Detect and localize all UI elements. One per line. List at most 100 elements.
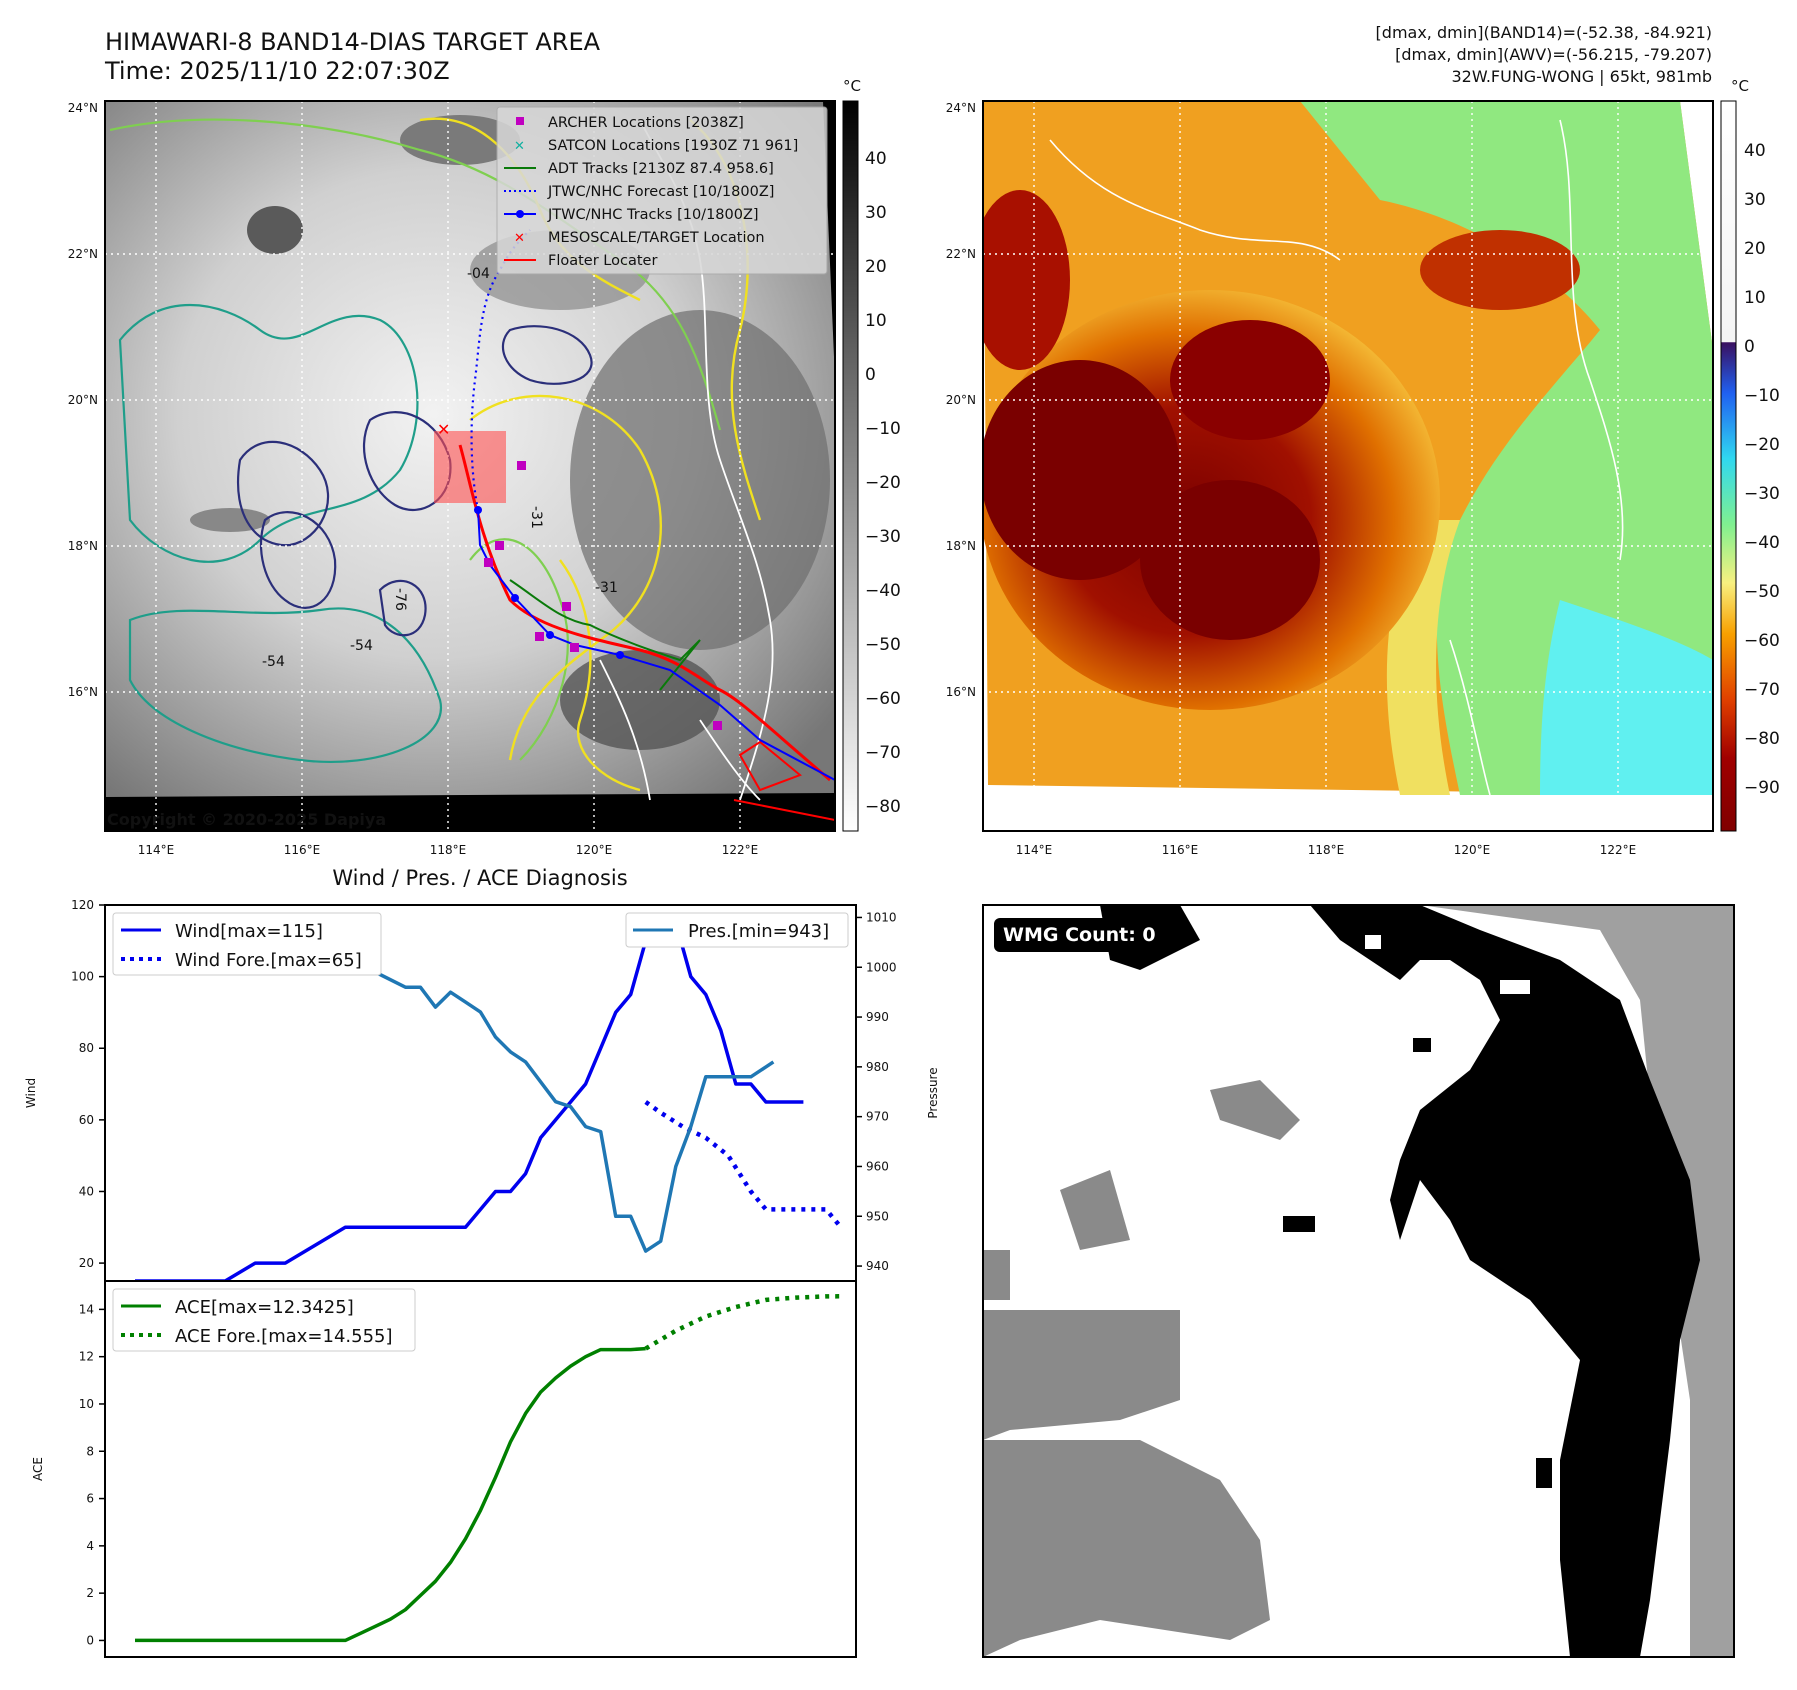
y-tick-label: 4	[86, 1539, 94, 1553]
awv-map-panel: 114°E 116°E 118°E 120°E 122°E 24°N 22°N …	[946, 77, 1780, 857]
ir-colorbar-tick: −50	[865, 635, 901, 655]
series-line-wind-fore	[644, 1100, 843, 1229]
y2-tick-label: 990	[866, 1010, 889, 1024]
wmg-panel	[982, 904, 1735, 1658]
adt-track	[509, 579, 701, 691]
lat-tick-20: 20°N	[68, 393, 98, 407]
mesoscale-target-marker: ✕	[437, 420, 450, 439]
ir-colorbar-tick: 30	[865, 203, 887, 223]
y2-tick-label: 980	[866, 1060, 889, 1074]
awv-core-dark	[983, 360, 1180, 580]
awv-colorbar	[1720, 100, 1737, 832]
copyright-text: Copyright © 2020-2025 Dapiya	[107, 810, 386, 829]
ir-dark-patch	[190, 508, 270, 532]
y2-tick-label: 950	[866, 1209, 889, 1223]
y-tick-label: 80	[79, 1041, 94, 1055]
ir-colorbar-tick: −60	[865, 689, 901, 709]
lon-tick-120: 120°E	[1454, 843, 1491, 857]
awv-core-dark	[1420, 230, 1580, 310]
ir-dark-patch	[560, 650, 720, 750]
awv-colorbar-tick: 0	[1744, 337, 1755, 357]
wmg-white-hole	[1365, 935, 1381, 949]
contour-yellow	[559, 559, 641, 792]
awv-colorbar-tick: 20	[1744, 239, 1766, 259]
legend-pressure: Pres.[min=943]	[688, 921, 829, 942]
pressure-axis-label: Pressure	[926, 1067, 940, 1118]
y-tick-label: 60	[79, 1113, 94, 1127]
awv-gridlines	[983, 101, 1713, 831]
lat-tick-22: 22°N	[946, 247, 976, 261]
wmg-gray-region	[1210, 1080, 1300, 1140]
contour-label: -54	[262, 654, 285, 670]
legend-adt-label: ADT Tracks [2130Z 87.4 958.6]	[548, 161, 774, 177]
y-tick-label: 120	[71, 898, 94, 912]
wmg-white-hole	[1500, 980, 1530, 994]
floater-locater-track	[458, 444, 831, 782]
awv-colorbar-tick: −70	[1744, 680, 1780, 700]
series-line-ace-fore	[644, 1294, 842, 1351]
y2-tick-label: 940	[866, 1259, 889, 1273]
contour-label: -04	[467, 266, 490, 282]
lat-tick-24: 24°N	[68, 101, 98, 115]
figure-time: Time: 2025/11/10 22:07:30Z	[104, 57, 450, 85]
wind-axis-label: Wind	[24, 1078, 38, 1108]
wmg-gray-region	[983, 1310, 1180, 1440]
lat-tick-22: 22°N	[68, 247, 98, 261]
legend-wind-forecast: Wind Fore.[max=65]	[175, 950, 362, 971]
lat-tick-20: 20°N	[946, 393, 976, 407]
legend-archer-label: ARCHER Locations [2038Z]	[548, 115, 744, 131]
archer-locations	[484, 461, 722, 730]
wmg-gray-region	[1060, 1170, 1130, 1250]
ir-colorbar-tick: −80	[865, 797, 901, 817]
lat-tick-16: 16°N	[946, 685, 976, 699]
ir-colorbar-tick: −40	[865, 581, 901, 601]
ir-colorbar-tick: 0	[865, 365, 876, 385]
lon-tick-114: 114°E	[1016, 843, 1053, 857]
ace-axis-label: ACE	[31, 1457, 45, 1481]
awv-colorbar-tick: −10	[1744, 386, 1780, 406]
ir-colorbar-tick: −30	[865, 527, 901, 547]
coastline	[599, 659, 651, 801]
y-tick-label: 10	[79, 1397, 94, 1411]
awv-core-dark	[1170, 320, 1330, 440]
ace-legend: ACE[max=12.3425] ACE Fore.[max=14.555]	[112, 1288, 416, 1352]
awv-colorbar-tick: 30	[1744, 190, 1766, 210]
wmg-gray-region	[983, 1250, 1010, 1300]
map-legend: ARCHER Locations [2038Z] ✕ SATCON Locati…	[496, 106, 828, 275]
awv-colorbar-tick: −80	[1744, 729, 1780, 749]
contour-label: -76	[392, 588, 408, 611]
lon-tick-114: 114°E	[138, 843, 175, 857]
ir-dark-patch	[570, 310, 830, 650]
wmg-black-patch	[1283, 1216, 1315, 1232]
awv-coastline	[1559, 119, 1624, 561]
awv-colorbar-tick: −90	[1744, 778, 1780, 798]
contour-teal	[128, 607, 443, 764]
legend-tracks-dot	[516, 210, 524, 218]
lon-tick-118: 118°E	[430, 843, 467, 857]
coastline	[699, 719, 761, 801]
wind-legend: Wind[max=115] Wind Fore.[max=65]	[112, 912, 382, 976]
wmg-black-patch	[1413, 1038, 1431, 1052]
lon-tick-122: 122°E	[722, 843, 759, 857]
awv-core-dark	[983, 190, 1070, 370]
ir-colorbar-tick: −10	[865, 419, 901, 439]
series-line-ace	[135, 1346, 646, 1643]
legend-ace-forecast: ACE Fore.[max=14.555]	[175, 1326, 393, 1347]
legend-wind: Wind[max=115]	[175, 921, 323, 942]
legend-satcon-label: SATCON Locations [1930Z 71 961]	[548, 138, 798, 154]
y2-tick-label: 970	[866, 1110, 889, 1124]
y-tick-label: 14	[79, 1302, 94, 1316]
stats-awv: [dmax, dmin](AWV)=(-56.215, -79.207)	[1395, 45, 1712, 64]
legend-satcon-marker: ✕	[514, 139, 525, 154]
contour-navy	[501, 325, 593, 385]
y-tick-label: 2	[86, 1586, 94, 1600]
floater-locater-box	[733, 799, 835, 821]
wind-pressure-chart: Wind / Pres. / ACE Diagnosis Wind Pressu…	[24, 866, 940, 1283]
awv-colorbar-tick: 40	[1744, 141, 1766, 161]
awv-colorbar-tick: −20	[1744, 435, 1780, 455]
contour-navy	[237, 440, 330, 547]
lon-tick-120: 120°E	[576, 843, 613, 857]
chart-title: Wind / Pres. / ACE Diagnosis	[332, 866, 627, 890]
lon-tick-116: 116°E	[284, 843, 321, 857]
legend-forecast-label: JTWC/NHC Forecast [10/1800Z]	[547, 184, 774, 200]
